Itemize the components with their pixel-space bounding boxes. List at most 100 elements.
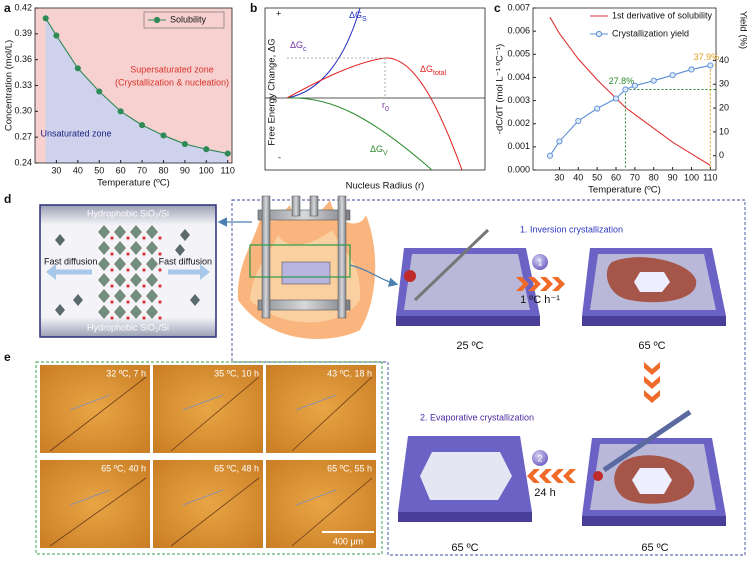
crack: [291, 376, 373, 452]
data-point: [203, 146, 210, 153]
x-tick-label: 60: [116, 165, 126, 175]
crystal-unit: [130, 225, 142, 239]
chevron: [540, 277, 553, 291]
crystal-unit: [114, 257, 126, 271]
label-sub: 0: [385, 106, 389, 113]
chevron: [551, 469, 564, 483]
chevron: [552, 277, 565, 291]
ion: [126, 252, 130, 256]
step-title: 1. Inversion crystallization: [520, 224, 623, 234]
x-axis-title: Temperature (ºC): [97, 178, 170, 189]
droplet: [404, 270, 416, 282]
process-border: [231, 199, 746, 556]
data-point: [669, 72, 676, 79]
ion: [158, 316, 162, 320]
data-point: [42, 15, 49, 22]
crystal-unit: [114, 289, 126, 303]
legend-label: 1st derivative of solubility: [612, 10, 713, 20]
plate: [582, 248, 726, 326]
ion: [142, 316, 146, 320]
legend-label: Crystallization yield: [612, 28, 689, 38]
volume-curve: [286, 97, 433, 171]
crack: [170, 477, 260, 547]
crack: [291, 477, 373, 547]
y2-axis-title: Yield (%): [737, 11, 748, 49]
data-point: [546, 152, 554, 159]
temperature-label: 65 ºC: [638, 340, 665, 352]
data-point: [53, 32, 60, 39]
crystal-unit: [146, 289, 158, 303]
y-tick-label: 30: [719, 79, 729, 89]
legend-frame: [143, 11, 225, 29]
crystal-edge: [295, 489, 337, 506]
crystal-unit: [146, 225, 158, 239]
crystal: [634, 272, 670, 292]
y-tick-label: 0.42: [14, 2, 32, 12]
crystal-unit: [114, 225, 126, 239]
x-tick-label: 100: [199, 165, 214, 175]
crystal-unit: [180, 229, 190, 241]
step-badge: [532, 450, 548, 466]
curve-label: ΔGV: [370, 144, 388, 156]
pointer-arrow: [349, 264, 399, 287]
value-label: 27.8%: [609, 76, 635, 86]
diffusion-label: Fast diffusion: [44, 256, 97, 266]
data-point: [74, 65, 81, 72]
ion: [110, 284, 114, 288]
x-tick-label: 40: [573, 172, 583, 182]
step-title: 2. Evaporative crystallization: [420, 412, 534, 422]
frame-label: 43 ºC, 18 h: [327, 368, 372, 378]
panel-b: b + - Free Energy Change, ΔG Nucleus Rad…: [250, 1, 486, 192]
diffusion-arrow: [200, 264, 210, 280]
curve-label: ΔGS: [349, 10, 367, 22]
y-tick-label: 40: [719, 55, 729, 65]
ion: [110, 316, 114, 320]
x-tick-label: 50: [94, 165, 104, 175]
crystal-unit: [146, 305, 158, 319]
step-number: 1: [537, 257, 542, 267]
total-curve: [286, 57, 463, 171]
y-tick-label: 0.006: [507, 26, 530, 36]
label-main: ΔG: [420, 64, 433, 74]
crystal-unit: [114, 241, 126, 255]
data-point: [612, 95, 620, 102]
ion: [126, 300, 130, 304]
step-number: 2: [537, 453, 542, 463]
plate-side: [582, 316, 726, 326]
label-sub: c: [303, 46, 307, 53]
rate-label: 1 ºC h⁻¹: [520, 294, 560, 306]
chevron: [644, 362, 660, 375]
label-main: ΔG: [290, 40, 303, 50]
ion: [110, 300, 114, 304]
legend-label: Solubility: [170, 14, 207, 24]
curve-label: r0: [382, 100, 389, 112]
label-sub: V: [383, 150, 388, 157]
curve-label: ΔGc: [290, 40, 307, 52]
x-tick-label: 30: [51, 165, 61, 175]
frame-label: 32 ºC, 7 h: [106, 368, 146, 378]
ion: [158, 284, 162, 288]
ion: [110, 236, 114, 240]
data-point: [688, 66, 695, 73]
x-tick-label: 110: [221, 165, 235, 175]
x-tick-label: 40: [73, 165, 83, 175]
label-main: ΔG: [349, 10, 362, 20]
crystal-unit: [55, 234, 65, 246]
crystal-unit: [190, 294, 200, 306]
label-main: r: [382, 100, 385, 110]
crystal-unit: [73, 294, 83, 306]
temperature-label: 65 ºC: [451, 542, 478, 554]
annotation: Supersaturated zone: [130, 64, 214, 74]
chevron: [539, 469, 552, 483]
curve-label: ΔGtotal: [420, 64, 447, 76]
chevrons: [516, 277, 660, 483]
panel-label: c: [494, 1, 501, 15]
x-tick-label: 90: [668, 172, 678, 182]
temperature-label: 25 ºC: [456, 340, 483, 352]
x-tick-label: 70: [630, 172, 640, 182]
film: [404, 254, 530, 310]
micrograph: [40, 365, 150, 453]
pipette: [602, 409, 692, 473]
ion: [142, 252, 146, 256]
